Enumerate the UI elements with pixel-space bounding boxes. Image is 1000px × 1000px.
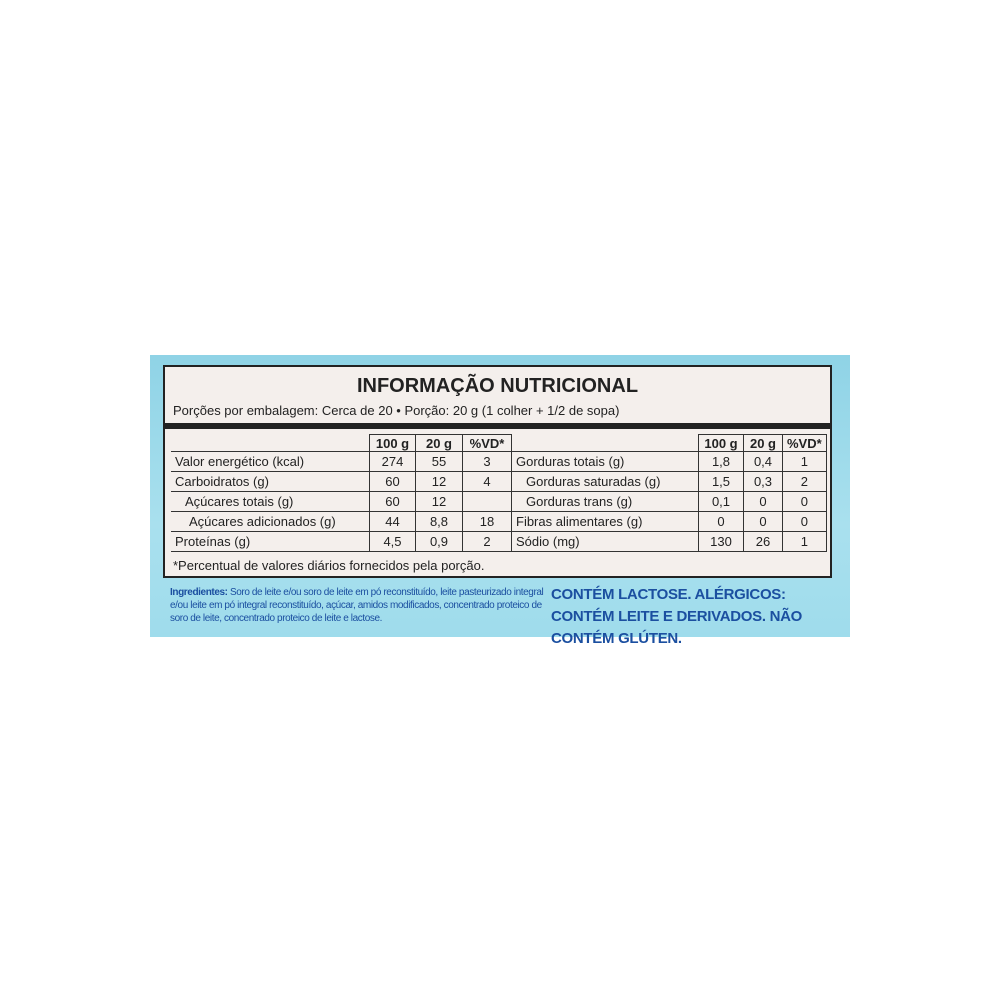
value-cell: [462, 491, 512, 512]
row: Gorduras saturadas (g) 1,5 0,3 2: [512, 471, 827, 492]
nutrient-name: Valor energético (kcal): [171, 451, 370, 472]
value-cell: 4: [462, 471, 512, 492]
value-cell: 2: [782, 471, 827, 492]
ingredients: Ingredientes: Soro de leite e/ou soro de…: [170, 586, 555, 625]
left-table: 100 g 20 g %VD* Valor energético (kcal) 274 5…: [171, 434, 512, 552]
value-cell: 12: [415, 471, 463, 492]
value-cell: 18: [462, 511, 512, 532]
value-cell: 60: [369, 471, 416, 492]
row: Valor energético (kcal) 274 55 3: [171, 451, 512, 472]
value-cell: 0,4: [743, 451, 783, 472]
value-cell: 0: [743, 491, 783, 512]
ingredients-label: Ingredientes:: [170, 587, 228, 598]
title: INFORMAÇÃO NUTRICIONAL: [356, 375, 639, 397]
value-cell: 0,9: [415, 531, 463, 552]
value-cell: 1,5: [698, 471, 744, 492]
value-cell: 1,8: [698, 451, 744, 472]
header-cell: 20 g: [743, 434, 783, 452]
value-cell: 274: [369, 451, 416, 472]
header-cell: %VD*: [782, 434, 827, 452]
nutrient-name: Sódio (mg): [512, 531, 699, 552]
header-cell: 100 g: [369, 434, 416, 452]
value-cell: 60: [369, 491, 416, 512]
nutrient-name: Açúcares adicionados (g): [171, 511, 370, 532]
header-cell: 20 g: [415, 434, 463, 452]
cell: [171, 434, 370, 452]
row: Fibras alimentares (g) 0 0 0: [512, 511, 827, 532]
ingredients-text: Soro de leite e/ou soro de leite em pó r…: [170, 587, 544, 624]
value-cell: 55: [415, 451, 463, 472]
header-cell: 100 g: [698, 434, 744, 452]
row: Gorduras totais (g) 1,8 0,4 1: [512, 451, 827, 472]
cell: [512, 434, 699, 452]
row: Proteínas (g) 4,5 0,9 2: [171, 531, 512, 552]
value-cell: 8,8: [415, 511, 463, 532]
row: Açúcares adicionados (g) 44 8,8 18: [171, 511, 512, 532]
footnote: *Percentual de valores diários fornecido…: [173, 558, 485, 573]
allergens: CONTÉM LACTOSE. ALÉRGICOS: CONTÉM LEITE …: [551, 586, 803, 647]
value-cell: 0,1: [698, 491, 744, 512]
divider: [165, 423, 830, 429]
servings: Porções por embalagem: Cerca de 20 • Por…: [173, 403, 620, 418]
row: Açúcares totais (g) 60 12: [171, 491, 512, 512]
value-cell: 0: [782, 511, 827, 532]
value-cell: 44: [369, 511, 416, 532]
value-cell: 1: [782, 451, 827, 472]
value-cell: 0: [743, 511, 783, 532]
value-cell: 26: [743, 531, 783, 552]
value-cell: 4,5: [369, 531, 416, 552]
nutrient-name: Carboidratos (g): [171, 471, 370, 492]
value-cell: 12: [415, 491, 463, 512]
row: Sódio (mg) 130 26 1: [512, 531, 827, 552]
nutrient-name: Gorduras saturadas (g): [512, 471, 699, 492]
right-table: 100 g 20 g %VD* Gorduras totais (g) 1,8 0,4 1 G…: [512, 434, 827, 552]
nutrient-name: Proteínas (g): [171, 531, 370, 552]
row: Carboidratos (g) 60 12 4: [171, 471, 512, 492]
value-cell: 0,3: [743, 471, 783, 492]
value-cell: 3: [462, 451, 512, 472]
nutrient-name: Gorduras trans (g): [512, 491, 699, 512]
row: Gorduras trans (g) 0,1 0 0: [512, 491, 827, 512]
header-cell: %VD*: [462, 434, 512, 452]
nutrition-panel: INFORMAÇÃO NUTRICIONAL Porções por embal…: [163, 365, 832, 578]
value-cell: 0: [782, 491, 827, 512]
nutrient-name: Gorduras totais (g): [512, 451, 699, 472]
value-cell: 130: [698, 531, 744, 552]
value-cell: 0: [698, 511, 744, 532]
value-cell: 1: [782, 531, 827, 552]
header-row: 100 g 20 g %VD*: [171, 434, 512, 452]
nutrient-name: Fibras alimentares (g): [512, 511, 699, 532]
value-cell: 2: [462, 531, 512, 552]
header-row: 100 g 20 g %VD*: [512, 434, 827, 452]
nutrient-name: Açúcares totais (g): [171, 491, 370, 512]
